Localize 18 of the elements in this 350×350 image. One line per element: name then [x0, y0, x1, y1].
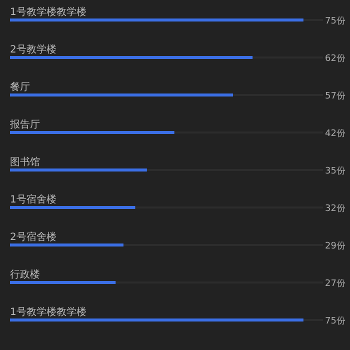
y-tick-label: 报告厅 [9, 118, 40, 130]
data-label: 35份 [325, 166, 346, 176]
y-tick-label: 2号教学楼 [10, 44, 56, 56]
y-tick-label: 图书馆 [10, 156, 40, 168]
data-label: 42份 [325, 128, 346, 139]
data-label: 57份 [325, 90, 346, 102]
data-label: 75份 [325, 316, 346, 326]
y-tick-label: 餐厅 [10, 81, 30, 93]
data-label: 75份 [325, 16, 346, 26]
y-tick-label: 行政楼 [10, 268, 40, 280]
data-label: 27份 [325, 278, 346, 289]
data-label: 32份 [325, 203, 346, 214]
y-tick-label: 1号宿舍楼 [10, 194, 56, 206]
y-tick-label: 2号宿舍楼 [10, 231, 56, 243]
data-label: 62份 [325, 53, 346, 64]
y-tick-label: 1号教学楼教学楼 [10, 306, 86, 318]
y-tick-label: 1号教学楼教学楼 [10, 6, 86, 18]
data-label: 29份 [325, 240, 346, 252]
